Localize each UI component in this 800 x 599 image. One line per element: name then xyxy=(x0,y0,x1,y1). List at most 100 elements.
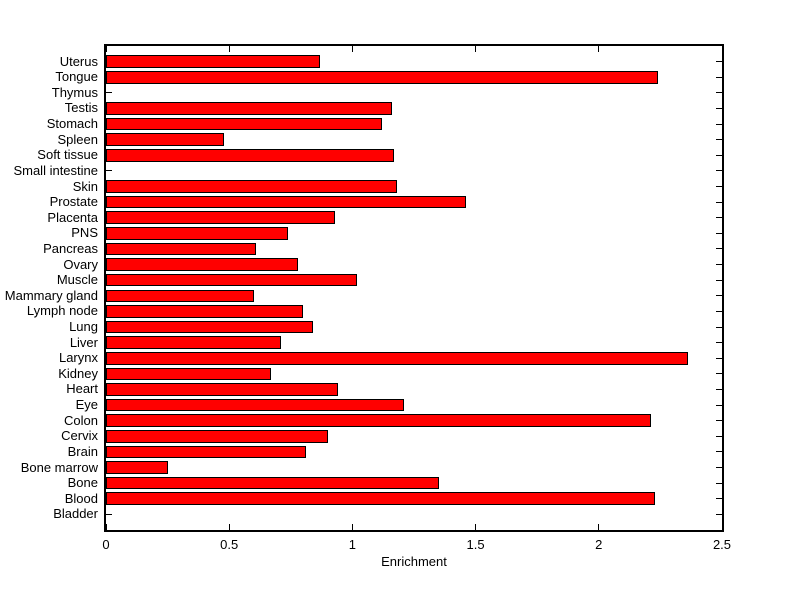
bar-pns xyxy=(106,227,289,240)
y-tick-right xyxy=(716,139,722,141)
x-tick-top xyxy=(105,46,107,52)
y-tick-right xyxy=(716,513,722,515)
y-tick-right xyxy=(716,435,722,437)
y-axis-label: Ovary xyxy=(63,256,98,272)
y-tick-right xyxy=(716,264,722,266)
x-tick-top xyxy=(351,46,353,52)
y-axis-label: Tongue xyxy=(55,69,98,85)
y-tick-right xyxy=(716,201,722,203)
y-tick-right xyxy=(716,232,722,234)
bar-mammary-gland xyxy=(106,289,254,303)
bar-tongue xyxy=(106,70,658,84)
y-tick-right xyxy=(716,404,722,406)
bar-larynx xyxy=(106,351,688,365)
x-axis-title: Enrichment xyxy=(381,554,447,569)
bar-liver xyxy=(106,336,281,349)
y-axis-label: Muscle xyxy=(56,272,98,288)
y-axis-label: Liver xyxy=(69,334,98,350)
bar-lung xyxy=(106,320,313,334)
bar-bone-marrow xyxy=(106,461,168,474)
y-tick-right xyxy=(716,123,722,125)
bar-heart xyxy=(106,383,338,396)
x-tick-label: 2 xyxy=(595,537,603,552)
y-tick-right xyxy=(716,295,722,297)
x-tick-label: 1.5 xyxy=(466,537,485,552)
bar-colon xyxy=(106,414,651,427)
y-tick-right xyxy=(716,61,722,63)
y-axis-label: Heart xyxy=(66,381,98,397)
y-axis-label: Kidney xyxy=(58,365,98,381)
bar-blood xyxy=(106,492,656,506)
bar-stomach xyxy=(106,117,382,131)
y-axis-label: Bladder xyxy=(53,506,98,522)
y-tick-left xyxy=(106,92,112,94)
x-tick-top xyxy=(475,46,477,52)
bar-placenta xyxy=(106,211,336,225)
bar-skin xyxy=(106,180,397,193)
x-tick-label: 1 xyxy=(348,537,356,552)
bar-kidney xyxy=(106,367,272,381)
y-tick-right xyxy=(716,482,722,484)
y-axis-label: Testis xyxy=(64,100,98,116)
bar-lymph-node xyxy=(106,305,304,318)
y-tick-right xyxy=(716,342,722,344)
y-tick-right xyxy=(716,498,722,500)
y-tick-left xyxy=(106,170,112,172)
y-axis-label: Uterus xyxy=(59,53,98,69)
x-tick-top xyxy=(721,46,723,52)
y-axis-label: Placenta xyxy=(47,209,98,225)
y-axis-label: Bone xyxy=(67,475,98,491)
bar-cervix xyxy=(106,430,328,443)
x-tick-bottom xyxy=(721,524,723,530)
bar-soft-tissue xyxy=(106,148,395,162)
y-axis-label: Cervix xyxy=(61,428,98,444)
bar-spleen xyxy=(106,133,225,146)
y-tick-right xyxy=(716,420,722,422)
x-tick-top xyxy=(598,46,600,52)
y-axis-label: PNS xyxy=(71,225,98,241)
y-axis-label: Mammary gland xyxy=(4,287,98,303)
x-tick-bottom xyxy=(228,524,230,530)
bar-brain xyxy=(106,445,306,459)
x-tick-bottom xyxy=(475,524,477,530)
y-axis-label: Skin xyxy=(72,178,98,194)
x-tick-label: 0 xyxy=(102,537,110,552)
y-axis-label: Brain xyxy=(67,443,98,459)
y-tick-right xyxy=(716,217,722,219)
bar-testis xyxy=(106,102,392,115)
y-axis-label: Bone marrow xyxy=(20,459,98,475)
y-tick-right xyxy=(716,310,722,312)
y-tick-right xyxy=(716,186,722,188)
y-tick-right xyxy=(716,373,722,375)
y-tick-right xyxy=(716,279,722,281)
x-tick-bottom xyxy=(351,524,353,530)
y-axis-label: Spleen xyxy=(57,131,98,147)
y-tick-right xyxy=(716,388,722,390)
y-axis-label: Soft tissue xyxy=(37,147,98,163)
x-tick-top xyxy=(228,46,230,52)
x-tick-label: 2.5 xyxy=(712,537,732,552)
y-axis-label: Blood xyxy=(64,490,98,506)
x-tick-bottom xyxy=(598,524,600,530)
y-tick-right xyxy=(716,357,722,359)
y-tick-right xyxy=(716,170,722,172)
y-tick-right xyxy=(716,154,722,156)
bar-muscle xyxy=(106,273,358,287)
y-axis-label: Lung xyxy=(69,319,98,335)
y-tick-right xyxy=(716,248,722,250)
y-axis-label: Eye xyxy=(75,397,98,413)
y-tick-right xyxy=(716,467,722,469)
bar-prostate xyxy=(106,195,466,209)
y-axis-label: Lymph node xyxy=(26,303,98,319)
bar-pancreas xyxy=(106,242,257,256)
plot-area xyxy=(104,44,724,532)
y-axis-label: Pancreas xyxy=(43,240,98,256)
y-tick-right xyxy=(716,76,722,78)
y-tick-right xyxy=(716,326,722,328)
y-tick-right xyxy=(716,92,722,94)
y-axis-label: Stomach xyxy=(46,116,98,132)
y-tick-right xyxy=(716,451,722,453)
y-tick-right xyxy=(716,107,722,109)
x-tick-label: 0.5 xyxy=(220,537,239,552)
